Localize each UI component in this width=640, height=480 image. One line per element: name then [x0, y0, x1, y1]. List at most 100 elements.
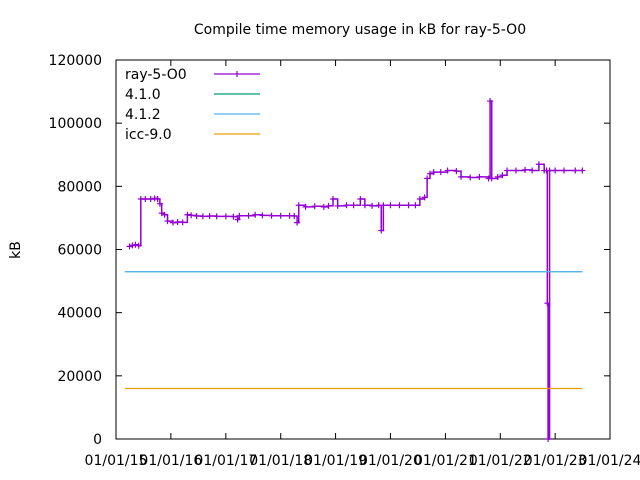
data-point: [268, 212, 275, 219]
data-point: [147, 195, 154, 202]
data-point: [161, 211, 168, 218]
data-point: [184, 211, 191, 218]
data-point: [458, 173, 465, 180]
data-point: [245, 212, 252, 219]
data-point: [546, 167, 553, 174]
data-point: [350, 202, 357, 209]
data-point: [378, 227, 385, 234]
data-point: [325, 202, 332, 209]
x-tick-label: 01/01/23: [524, 453, 587, 469]
legend-label: 4.1.0: [125, 87, 161, 103]
data-point: [169, 219, 176, 226]
data-point: [135, 242, 142, 249]
data-point: [164, 218, 171, 225]
data-point: [291, 213, 298, 220]
y-tick-label: 40000: [57, 306, 102, 322]
series-layer: [124, 98, 586, 442]
legend-label: ray-5-O0: [125, 67, 187, 83]
legend: ray-5-O0 4.1.0 4.1.2 icc-9.0: [125, 67, 260, 143]
x-tick-label: 01/01/18: [249, 453, 312, 469]
y-tick-label: 80000: [57, 179, 102, 195]
data-point: [230, 213, 237, 220]
data-point: [142, 195, 149, 202]
data-point: [132, 241, 139, 248]
data-point: [488, 175, 495, 182]
data-point: [522, 166, 529, 173]
x-tick-label: 01/01/19: [304, 453, 367, 469]
y-tick-label: 120000: [49, 53, 102, 69]
data-point: [156, 200, 163, 207]
data-point: [476, 173, 483, 180]
data-point: [234, 216, 241, 223]
data-point: [154, 195, 161, 202]
data-point: [236, 212, 243, 219]
legend-label: icc-9.0: [125, 127, 172, 143]
data-point: [396, 202, 403, 209]
data-point: [424, 175, 431, 182]
data-point: [222, 213, 229, 220]
data-point: [213, 213, 220, 220]
data-point: [444, 167, 451, 174]
data-point: [467, 174, 474, 181]
data-point: [453, 168, 460, 175]
data-point: [405, 202, 412, 209]
x-axis: 01/01/1501/01/1601/01/1701/01/1801/01/19…: [85, 60, 640, 469]
y-tick-label: 100000: [49, 116, 102, 132]
data-point: [487, 98, 494, 105]
series-ray-5-O0: [126, 98, 586, 442]
data-point: [380, 202, 387, 209]
data-point: [193, 213, 200, 220]
data-point: [259, 212, 266, 219]
data-point: [320, 203, 327, 210]
data-point: [188, 212, 195, 219]
data-point: [357, 195, 364, 202]
data-point: [151, 195, 158, 202]
data-point: [174, 219, 181, 226]
data-point: [426, 170, 433, 177]
data-point: [179, 219, 186, 226]
data-point: [529, 167, 536, 174]
data-point: [421, 194, 428, 201]
data-point: [430, 169, 437, 176]
data-point: [535, 161, 542, 168]
data-point: [277, 212, 284, 219]
y-axis-label: kB: [8, 241, 24, 259]
data-point: [311, 203, 318, 210]
data-point: [206, 213, 213, 220]
data-point: [494, 173, 501, 180]
data-point: [343, 202, 350, 209]
data-point: [572, 167, 579, 174]
data-point: [412, 202, 419, 209]
plot-frame: [115, 59, 611, 440]
data-point: [361, 202, 368, 209]
y-tick-label: 20000: [57, 369, 102, 385]
chart-title: Compile time memory usage in kB for ray-…: [194, 22, 526, 38]
data-point: [437, 169, 444, 176]
data-point: [294, 219, 301, 226]
data-point: [302, 203, 309, 210]
data-point: [387, 202, 394, 209]
data-point: [416, 195, 423, 202]
legend-label: 4.1.2: [125, 107, 161, 123]
x-tick-label: 01/01/22: [469, 453, 532, 469]
x-tick-label: 01/01/17: [194, 453, 257, 469]
data-point: [499, 172, 506, 179]
y-tick-label: 0: [93, 432, 102, 448]
data-point: [504, 167, 511, 174]
data-point: [126, 243, 133, 250]
data-point: [561, 167, 568, 174]
x-tick-label: 01/01/16: [139, 453, 202, 469]
data-point: [369, 202, 376, 209]
x-tick-label: 01/01/15: [85, 453, 148, 469]
y-tick-label: 60000: [57, 243, 102, 259]
data-point: [252, 211, 259, 218]
data-point: [545, 436, 552, 442]
data-point: [330, 195, 337, 202]
data-point: [295, 202, 302, 209]
x-tick-label: 01/01/20: [359, 453, 422, 469]
data-point: [334, 202, 341, 209]
data-point: [129, 242, 136, 249]
x-tick-label: 01/01/21: [414, 453, 477, 469]
y-axis: 0 20000 40000 60000 80000 100000 120000: [49, 53, 610, 448]
